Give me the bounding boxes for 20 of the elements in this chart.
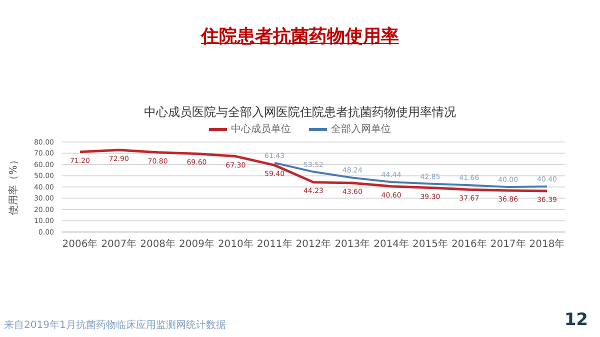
x-tick-label: 2016年 bbox=[451, 238, 487, 250]
x-tick-label: 2007年 bbox=[101, 238, 137, 250]
text: 来自2019年1月抗菌药物临床应用监测网统计数据 bbox=[4, 318, 226, 332]
x-tick-label: 2012年 bbox=[296, 238, 332, 250]
legend-label: 中心成员单位 bbox=[231, 122, 291, 136]
x-tick-label: 2011年 bbox=[256, 238, 292, 250]
x-tick-label: 2018年 bbox=[529, 238, 565, 250]
chart-subtitle: 中心成员医院与全部入网医院住院患者抗菌药物使用率情况 bbox=[143, 104, 457, 121]
x-tick-label: 2014年 bbox=[374, 238, 410, 250]
x-tick-label: 2015年 bbox=[412, 238, 448, 250]
text: 12 bbox=[564, 310, 588, 330]
x-tick-label: 2013年 bbox=[334, 238, 370, 250]
x-tick-label: 2008年 bbox=[140, 238, 176, 250]
x-tick-label: 2010年 bbox=[218, 238, 254, 250]
legend-label: 全部入网单位 bbox=[331, 122, 391, 136]
x-tick-label: 2006年 bbox=[62, 238, 98, 250]
x-tick-label: 2017年 bbox=[490, 238, 526, 250]
x-tick-label: 2009年 bbox=[179, 238, 214, 250]
y-axis-title: 使用率（%） bbox=[8, 155, 20, 215]
chart-title: 住院患者抗菌药物使用率 bbox=[200, 25, 400, 48]
